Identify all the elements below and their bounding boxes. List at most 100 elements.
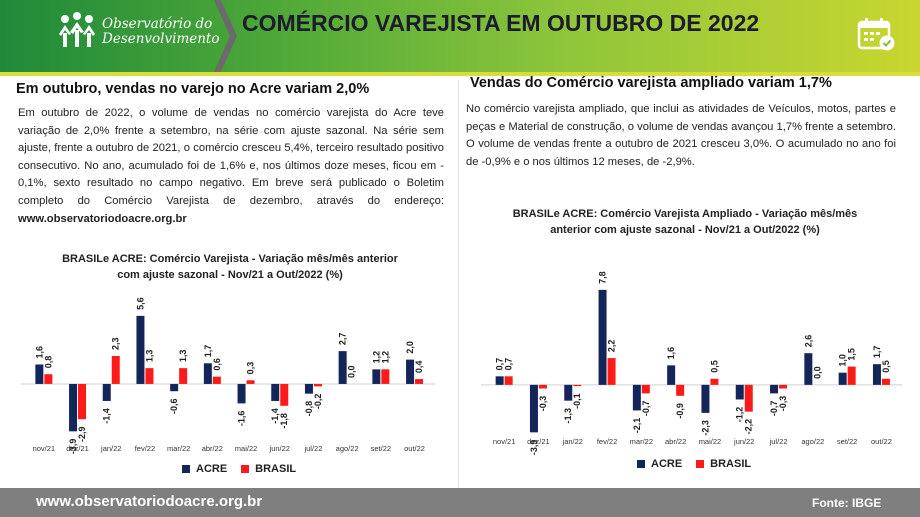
page-title: COMÉRCIO VAREJISTA EM OUTUBRO DE 2022 (242, 10, 760, 36)
label-acre-abr-22: 1,7 (203, 345, 213, 358)
bar-brasil-dez-21 (78, 383, 87, 420)
label-acre-set-22: 1,2 (371, 351, 381, 364)
tick-dez-21: dez/21 (527, 437, 550, 446)
label-brasil-mai-22: 0,3 (246, 362, 256, 375)
observatory-logo-icon (59, 12, 95, 47)
bar-brasil-jan-22 (111, 355, 120, 384)
bar-acre-jun-22 (271, 383, 280, 401)
label-acre-dez-21: -3,9 (68, 439, 78, 455)
tick-fev-22: fev/22 (135, 444, 155, 453)
column-divider (458, 80, 459, 490)
label-brasil-jun-22: -2,2 (744, 419, 754, 435)
tick-ago-22: ago/22 (336, 444, 359, 453)
bar-acre-abr-22 (203, 363, 212, 384)
bar-acre-jul-22 (770, 384, 779, 394)
bar-acre-mar-22 (632, 384, 641, 411)
bar-brasil-jun-22 (744, 384, 753, 412)
bar-acre-mai-22 (237, 383, 246, 404)
legend-acre-swatch (637, 460, 645, 468)
tick-dez-21: dez/21 (66, 444, 89, 453)
label-brasil-ago-22: 0,0 (812, 366, 822, 379)
label-acre-out-22: 2,0 (405, 341, 415, 354)
left-paragraph-text: Em outubro de 2022, o volume de vendas n… (18, 107, 444, 207)
label-brasil-ago-22: 0,0 (347, 365, 357, 378)
label-brasil-jun-22: -1,8 (279, 413, 289, 429)
bar-acre-out-22 (872, 364, 881, 385)
tick-jul-22: jul/22 (769, 437, 788, 446)
label-brasil-jul-22: -0,2 (313, 394, 323, 410)
bar-brasil-out-22 (415, 379, 424, 384)
bar-brasil-set-22 (381, 369, 390, 384)
bar-acre-set-22 (372, 369, 381, 384)
logo-line-1: Observatório do (102, 16, 213, 32)
label-acre-mar-22: -0,6 (169, 398, 179, 414)
label-brasil-set-22: 1,5 (847, 348, 857, 361)
bar-acre-ago-22 (338, 351, 347, 384)
label-acre-jun-22: -1,4 (270, 408, 280, 424)
legend-brasil-swatch (696, 460, 705, 468)
tick-out-22: out/22 (404, 444, 425, 453)
tick-jun-22: jun/22 (733, 437, 754, 446)
tick-mai-22: mai/22 (235, 444, 258, 453)
bar-acre-dez-21 (529, 384, 538, 433)
label-acre-fev-22: 7,8 (598, 271, 608, 284)
bar-acre-jul-22 (304, 383, 313, 394)
bar-acre-jan-22 (102, 383, 111, 401)
tick-nov-21: nov/21 (33, 444, 56, 453)
logo-wordmark: Observatório do Desenvolvimento (102, 17, 219, 47)
label-brasil-abr-22: -0,9 (675, 403, 685, 419)
label-brasil-fev-22: 1,3 (144, 350, 154, 363)
label-brasil-out-22: 0,5 (881, 360, 891, 373)
label-acre-ago-22: 2,7 (338, 333, 348, 346)
tick-jun-22: jun/22 (269, 444, 290, 453)
label-acre-out-22: 1,7 (872, 346, 882, 359)
bar-acre-jan-22 (564, 384, 573, 401)
bar-brasil-nov-21 (44, 374, 53, 384)
label-acre-mar-22: -2,1 (632, 418, 642, 434)
tick-mar-22: mar/22 (630, 437, 653, 446)
bar-acre-dez-21 (69, 383, 78, 432)
bar-brasil-jan-22 (573, 384, 582, 387)
label-brasil-nov-21: 0,7 (504, 358, 514, 371)
tick-jan-22: jan/22 (562, 437, 583, 446)
bar-brasil-abr-22 (212, 376, 221, 384)
label-acre-jan-22: -1,3 (563, 408, 573, 424)
bar-acre-jun-22 (735, 384, 744, 400)
bar-brasil-abr-22 (676, 384, 685, 396)
bar-acre-mai-22 (701, 384, 710, 413)
label-brasil-abr-22: 0,6 (212, 358, 222, 371)
bar-brasil-fev-22 (145, 368, 154, 384)
chart2-title: BRASILe ACRE: Comércio Varejista Ampliad… (512, 208, 858, 236)
tick-abr-22: abr/22 (202, 444, 223, 453)
chart2-retail-expanded-bar-chart: 0,7 0,7 nov/21 -3,9 -0,3 dez/21 -1,3-0,1 jan/22… (481, 271, 903, 455)
chart2-legend: ACRE BRASIL (637, 458, 751, 470)
chart1-retail-bar-chart: 1,60,8 nov/21 -3,9-2,9 dez/21 -1,4 2,3 jan/22 5… (21, 297, 436, 455)
label-acre-fev-22: 5,6 (135, 297, 145, 310)
label-brasil-dez-21: -2,9 (77, 426, 87, 442)
bar-acre-nov-21 (495, 376, 504, 385)
bar-acre-nov-21 (35, 364, 44, 384)
label-brasil-mar-22: -0,7 (641, 401, 651, 417)
tick-set-22: set/22 (837, 437, 857, 446)
observatory-link[interactable]: www.observatoriodoacre.org.br (18, 212, 187, 225)
bar-acre-out-22 (406, 359, 415, 384)
bar-acre-ago-22 (804, 353, 813, 385)
label-brasil-mar-22: 1,3 (178, 350, 188, 363)
label-brasil-nov-21: 0,8 (43, 356, 53, 369)
bar-brasil-out-22 (881, 378, 890, 385)
bar-brasil-dez-21 (538, 384, 547, 389)
label-acre-nov-21: 1,6 (34, 346, 44, 359)
label-acre-set-22: 1,0 (838, 354, 848, 367)
header-chevron-icon (214, 0, 237, 72)
label-acre-mai-22: -1,6 (237, 411, 247, 427)
legend-brasil-label: BRASIL (255, 463, 297, 475)
footer-url-link[interactable]: www.observatoriodoacre.org.br (36, 493, 263, 510)
footer-source: Fonte: IBGE (812, 496, 882, 510)
legend-brasil-swatch (241, 465, 250, 473)
label-brasil-jan-22: -0,1 (572, 393, 582, 409)
label-acre-ago-22: 2,6 (803, 335, 813, 348)
label-brasil-mai-22: 0,5 (709, 360, 719, 373)
tick-nov-21: nov/21 (493, 437, 516, 446)
footer: www.observatoriodoacre.org.br Fonte: IBG… (0, 488, 920, 517)
right-heading: Vendas do Comércio varejista ampliado va… (470, 75, 832, 91)
